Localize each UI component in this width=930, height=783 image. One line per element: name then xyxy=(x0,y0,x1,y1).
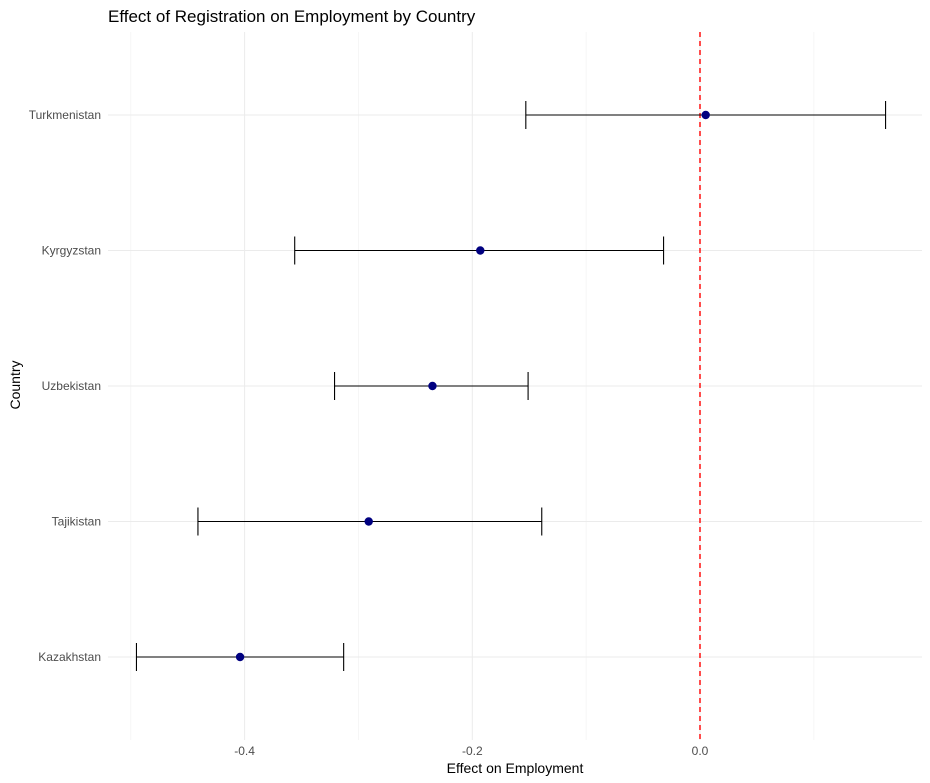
x-tick-labels: -0.4 -0.2 0.0 xyxy=(234,744,708,758)
estimate-point xyxy=(235,652,245,662)
x-tick-label: -0.4 xyxy=(234,744,255,758)
chart-title: Effect of Registration on Employment by … xyxy=(108,7,476,26)
y-tick-label: Turkmenistan xyxy=(29,108,101,122)
x-tick-label: -0.2 xyxy=(462,744,483,758)
x-tick-label: 0.0 xyxy=(692,744,709,758)
x-axis-title: Effect on Employment xyxy=(447,760,584,776)
y-tick-labels: Kazakhstan Tajikistan Uzbekistan Kyrgyzstan… xyxy=(29,108,101,664)
y-axis-title: Country xyxy=(7,360,23,409)
estimate-point xyxy=(364,517,373,526)
y-tick-label: Tajikistan xyxy=(52,515,101,529)
estimate-point xyxy=(428,381,437,391)
points xyxy=(235,110,710,662)
y-tick-label: Kyrgyzstan xyxy=(42,244,101,258)
y-tick-label: Uzbekistan xyxy=(42,379,101,393)
estimate-point xyxy=(701,110,710,120)
estimate-point xyxy=(476,246,485,255)
y-tick-label: Kazakhstan xyxy=(38,650,101,664)
